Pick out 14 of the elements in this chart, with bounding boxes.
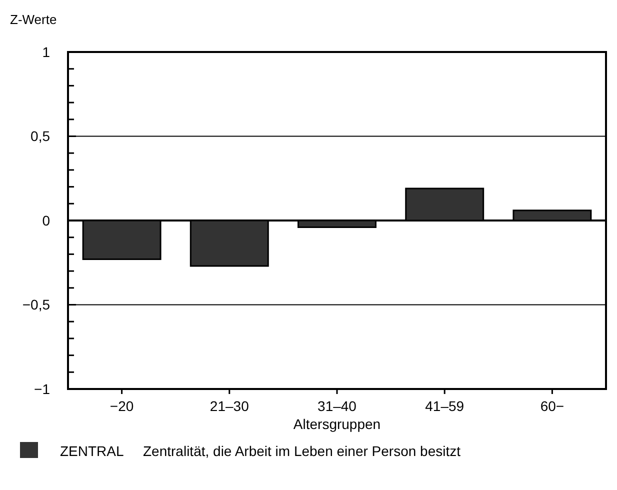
y-tick-label: 0,5 xyxy=(30,128,50,144)
y-axis-title: Z-Werte xyxy=(10,12,57,27)
x-tick-label: 60− xyxy=(540,398,564,414)
y-tick-label: 1 xyxy=(42,44,50,60)
x-tick-label: 41–59 xyxy=(425,398,464,414)
legend-label: ZENTRAL xyxy=(60,443,124,459)
x-tick-label: 21–30 xyxy=(210,398,250,414)
y-tick-label: 0 xyxy=(42,212,50,228)
y-tick-label: −0,5 xyxy=(22,296,50,313)
text: Zentralität, die Arbeit im Leben einer Person besitzt xyxy=(143,443,461,459)
y-tick-label: −1 xyxy=(34,380,50,397)
x-tick-label: −20 xyxy=(110,398,134,414)
x-axis-title: Altersgruppen xyxy=(293,416,381,432)
x-tick-label: 31–40 xyxy=(318,398,357,414)
